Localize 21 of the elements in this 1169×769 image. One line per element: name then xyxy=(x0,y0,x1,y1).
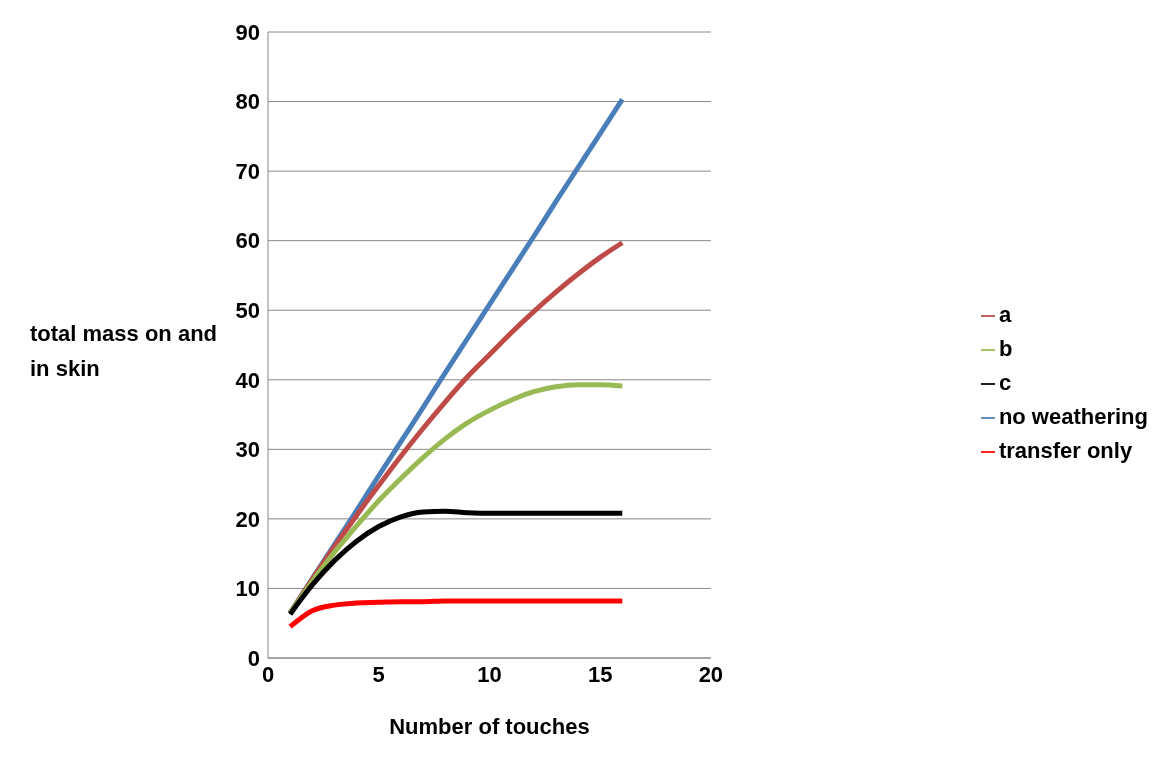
x-axis-title: Number of touches xyxy=(389,714,590,739)
x-tick-label: 15 xyxy=(587,661,613,687)
x-tick-label: 10 xyxy=(477,661,502,687)
y-tick-label: 60 xyxy=(235,228,260,254)
y-tick-label: 80 xyxy=(235,89,260,115)
y-tick-label: 0 xyxy=(247,645,260,671)
y-tick-label: 70 xyxy=(235,158,260,184)
y-tick-label: 50 xyxy=(235,298,260,324)
y-tick-label: 10 xyxy=(235,576,260,602)
x-tick-label: 5 xyxy=(372,661,385,687)
y-tick-label: 90 xyxy=(235,19,260,45)
y-tick-label: 40 xyxy=(235,367,260,393)
legend-label: a xyxy=(998,302,1012,327)
legend-label: b xyxy=(998,336,1013,361)
x-tick-label: 20 xyxy=(698,661,724,687)
legend-label: c xyxy=(998,370,1012,395)
y-axis-title: total mass on and in skin xyxy=(30,320,219,384)
y-tick-label: 30 xyxy=(235,437,260,463)
legend-label: no weathering xyxy=(998,404,1148,429)
y-tick-label: 20 xyxy=(235,506,260,532)
legend-label: transfer only xyxy=(998,438,1133,463)
